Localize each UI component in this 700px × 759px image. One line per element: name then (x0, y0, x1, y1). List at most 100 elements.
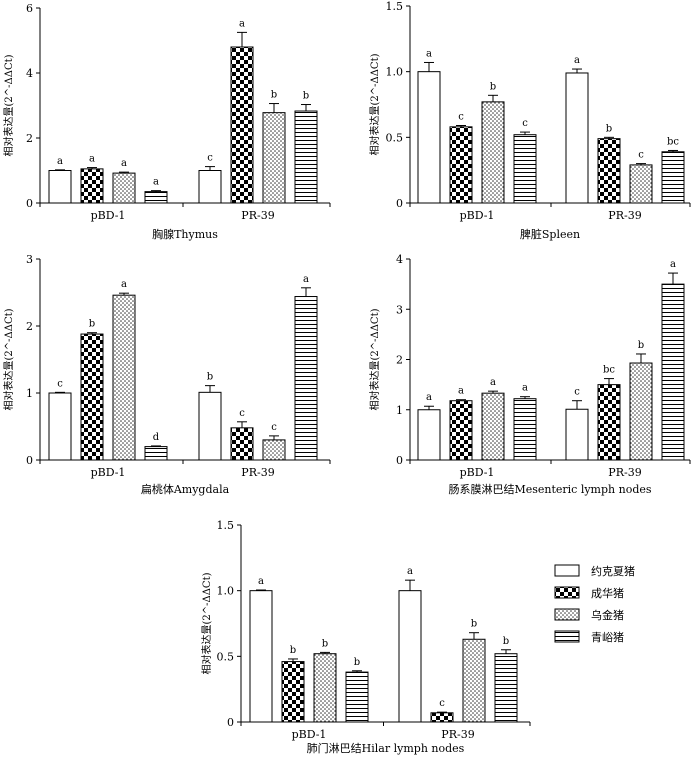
category-label: pBD-1 (91, 209, 126, 222)
y-tick-label: 6 (26, 2, 33, 15)
bar (198, 391, 222, 461)
y-tick-label: 0 (26, 197, 33, 210)
y-tick-label: 2 (26, 132, 33, 145)
legend-swatch (554, 586, 580, 599)
bar (48, 170, 72, 204)
significance-letter: c (522, 118, 528, 129)
chart-panels: 0 2 4 6 a c a a a b a b pBD-1 PR-39 胸腺Thymus 相对表达量(2^-Δ… (2, 0, 691, 755)
bar (294, 110, 318, 204)
y-axis-label: 相对表达量(2^-ΔΔCt) (2, 308, 15, 410)
y-tick-label: 1.0 (386, 66, 404, 79)
significance-letter: b (89, 319, 95, 330)
significance-letter: c (57, 378, 63, 389)
y-tick-label: 0 (396, 197, 403, 210)
bar (597, 138, 621, 204)
legend-item: 青峪猪 (554, 630, 624, 644)
significance-letter: bc (603, 365, 615, 376)
bar (513, 398, 537, 461)
bar (417, 409, 441, 461)
bar (462, 638, 486, 723)
category-label: pBD-1 (91, 466, 126, 479)
y-tick-label: 4 (26, 67, 33, 80)
significance-letter: a (153, 177, 159, 188)
y-axis-label: 相对表达量(2^-ΔΔCt) (368, 53, 381, 155)
category-label: PR-39 (241, 209, 274, 222)
significance-letter: a (670, 259, 676, 270)
y-tick-label: 0 (227, 716, 234, 729)
legend-label: 青峪猪 (591, 631, 624, 644)
significance-letter: a (522, 383, 528, 394)
y-tick-label: 0.5 (386, 131, 404, 144)
bar (565, 72, 589, 204)
y-tick-label: 1.5 (386, 0, 404, 13)
bar (262, 112, 286, 204)
y-tick-label: 3 (396, 303, 403, 316)
significance-letter: b (207, 372, 213, 383)
significance-letter: a (303, 274, 309, 285)
bar (144, 191, 168, 204)
significance-letter: c (271, 422, 277, 433)
significance-letter: b (638, 340, 644, 351)
category-label: PR-39 (608, 466, 641, 479)
bar (313, 653, 337, 723)
bar (262, 439, 286, 461)
significance-letter: c (458, 112, 464, 123)
bar (449, 400, 473, 461)
bar (513, 134, 537, 204)
bar (294, 296, 318, 461)
bar (112, 294, 136, 461)
y-tick-label: 0 (26, 454, 33, 467)
category-label: PR-39 (608, 209, 641, 222)
bar (345, 671, 369, 723)
significance-letter: a (426, 48, 432, 59)
legend-item: 乌金猪 (554, 608, 624, 622)
significance-letter: a (426, 392, 432, 403)
y-axis-label: 相对表达量(2^-ΔΔCt) (200, 572, 213, 674)
bar (430, 712, 454, 723)
y-axis-label: 相对表达量(2^-ΔΔCt) (368, 308, 381, 410)
legend-label: 约克夏猪 (591, 565, 635, 578)
significance-letter: c (638, 150, 644, 161)
y-tick-label: 0.5 (217, 650, 235, 663)
panel-title: 扁桃体Amygdala (141, 482, 230, 496)
panel-title: 肠系膜淋巴结Mesenteric lymph nodes (448, 483, 651, 496)
significance-letter: a (490, 377, 496, 388)
y-tick-label: 1 (26, 387, 33, 400)
significance-letter: b (322, 638, 328, 649)
bar (80, 168, 104, 204)
bar (494, 653, 518, 723)
y-tick-label: 0 (396, 454, 403, 467)
bar (449, 126, 473, 204)
bar (661, 283, 685, 461)
y-tick-label: 1.0 (217, 585, 235, 598)
significance-letter: a (407, 566, 413, 577)
y-tick-label: 4 (396, 253, 403, 266)
significance-letter: b (271, 90, 277, 101)
significance-letter: b (303, 91, 309, 102)
category-label: pBD-1 (460, 209, 495, 222)
y-tick-label: 3 (26, 253, 33, 266)
bar (629, 164, 653, 204)
category-label: pBD-1 (292, 728, 327, 741)
bar (398, 590, 422, 723)
bar (417, 71, 441, 204)
bar (629, 362, 653, 461)
legend-item: 约克夏猪 (554, 564, 635, 578)
significance-letter: a (458, 386, 464, 397)
significance-letter: bc (667, 136, 679, 147)
y-tick-label: 2 (396, 354, 403, 367)
category-label: PR-39 (441, 728, 474, 741)
significance-letter: a (121, 158, 127, 169)
significance-letter: d (153, 432, 160, 443)
category-label: PR-39 (241, 466, 274, 479)
bar (565, 408, 589, 461)
chart-panel-4: 0 1 2 3 4 a c a bc a b a a pBD-1 PR-39 肠系膜淋巴结Mesenteric… (368, 253, 691, 496)
significance-letter: b (354, 657, 360, 668)
bar (597, 384, 621, 461)
bar (80, 333, 104, 461)
significance-letter: c (439, 698, 445, 709)
bar (481, 392, 505, 461)
y-tick-label: 1 (396, 404, 403, 417)
